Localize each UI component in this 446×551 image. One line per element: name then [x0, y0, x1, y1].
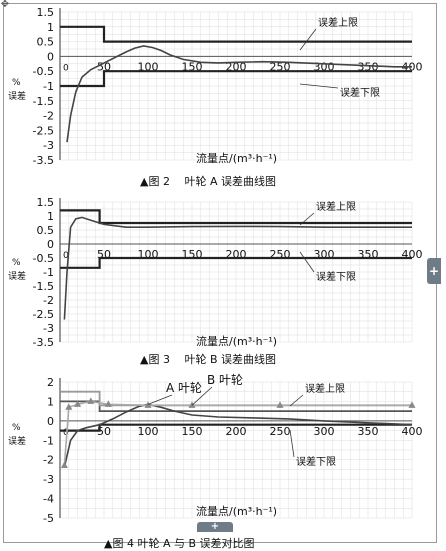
- upper-limit-label: 误差上限: [316, 200, 356, 213]
- x-tick-label: 150: [182, 425, 203, 438]
- x-axis-label: 流量点/(m³·h⁻¹): [196, 334, 277, 348]
- expand-bottom-button[interactable]: +: [197, 522, 233, 532]
- series-line: [66, 45, 412, 143]
- lower-limit-line: [60, 70, 412, 88]
- lower-limit-label: 误差下限: [316, 270, 356, 283]
- series-b-leader: [191, 386, 213, 406]
- y-tick-label: -4: [43, 493, 54, 506]
- y-axis-label: %: [12, 423, 21, 433]
- series-a-label: A 叶轮: [166, 381, 202, 395]
- y-tick-label: -1: [43, 266, 54, 279]
- chart-comparison: 210-1-2-3-4-50 50 100 150 200 250 300 350 400%误差…: [8, 373, 423, 525]
- series-a-leader: [147, 394, 173, 405]
- y-tick-label: -2: [43, 110, 54, 123]
- series-marker: [104, 400, 112, 407]
- x-tick-label: 250: [270, 425, 291, 438]
- x-axis-label: 流量点/(m³·h⁻¹): [196, 504, 277, 518]
- lower-limit-line: [60, 256, 412, 269]
- x-tick-label: 350: [358, 425, 379, 438]
- y-tick-label: 1.5: [37, 196, 55, 209]
- x-tick-label: 200: [226, 425, 247, 438]
- y-axis-label: %: [12, 78, 21, 88]
- series-b-label: B 叶轮: [207, 373, 243, 387]
- y-tick-label: 1: [47, 210, 54, 223]
- y-tick-label: -0.5: [33, 65, 54, 78]
- upper-limit-label: 误差上限: [318, 16, 358, 29]
- y-axis-label: 误差: [8, 90, 26, 102]
- x-tick-label: 400: [402, 425, 423, 438]
- y-axis-label: 误差: [8, 270, 26, 282]
- y-axis-label: %: [12, 258, 21, 268]
- upper-limit-line: [60, 209, 412, 225]
- y-tick-label: -2: [43, 294, 54, 307]
- y-tick-label: -3: [43, 473, 54, 486]
- x-tick-label: 100: [138, 425, 159, 438]
- upper-limit-label: 误差上限: [305, 382, 345, 395]
- y-tick-label: 0.5: [37, 36, 55, 49]
- y-tick-label: -1.5: [33, 95, 54, 108]
- y-tick-label: 2: [47, 376, 54, 389]
- series-marker: [144, 401, 152, 408]
- upper-limit-leader: [289, 394, 304, 407]
- series-marker: [408, 401, 416, 408]
- lower-limit-label: 误差下限: [340, 86, 380, 99]
- y-tick-label: -2.5: [33, 308, 54, 321]
- caption-fig4: ▲图 4 叶轮 A 与 B 误差对比图: [104, 537, 255, 550]
- series-marker: [87, 397, 95, 404]
- y-tick-label: -3: [43, 322, 54, 335]
- series-marker: [60, 461, 68, 469]
- series-marker: [65, 403, 73, 410]
- y-tick-label: -1: [43, 80, 54, 93]
- lower-limit-leader: [299, 251, 315, 273]
- upper-limit-leader: [299, 212, 315, 226]
- series-marker: [276, 401, 284, 408]
- y-tick-label: -1: [43, 434, 54, 447]
- x-tick-label: 0: [63, 428, 69, 438]
- y-tick-label: 1: [47, 21, 54, 34]
- series-marker: [188, 401, 196, 408]
- caption-fig3: ▲图 3 叶轮 B 误差曲线图: [140, 353, 276, 366]
- lower-limit-label: 误差下限: [296, 455, 336, 468]
- y-tick-label: -1.5: [33, 280, 54, 293]
- y-tick-label: -3.5: [33, 336, 54, 349]
- series-marker: [74, 400, 82, 407]
- y-tick-label: -2.5: [33, 124, 54, 137]
- y-tick-label: 0: [47, 415, 54, 428]
- move-handle-icon[interactable]: ✥: [0, 0, 10, 10]
- y-tick-label: -0.5: [33, 252, 54, 265]
- y-tick-label: 0: [47, 238, 54, 251]
- y-tick-label: -2: [43, 454, 54, 467]
- y-tick-label: 1: [47, 395, 54, 408]
- y-tick-label: -3.5: [33, 154, 54, 167]
- expand-side-button[interactable]: +: [427, 258, 441, 284]
- series-line: [63, 216, 412, 320]
- y-axis-label: 误差: [8, 435, 26, 447]
- upper-limit-line-a: [60, 400, 412, 412]
- x-tick-label: 0: [63, 63, 69, 73]
- lower-limit-leader: [289, 429, 295, 458]
- lower-limit-leader: [299, 83, 339, 89]
- y-tick-label: -5: [43, 512, 54, 525]
- upper-limit-line: [60, 25, 412, 43]
- x-tick-label: 0: [63, 251, 69, 261]
- y-tick-label: 0: [47, 50, 54, 63]
- x-axis-label: 流量点/(m³·h⁻¹): [196, 151, 277, 165]
- y-tick-label: 1.5: [37, 6, 55, 19]
- x-tick-label: 300: [314, 425, 335, 438]
- caption-fig2: ▲图 2 叶轮 A 误差曲线图: [140, 175, 276, 188]
- chart-impeller-a: 1.510.50-0.5-1-1.5-2-2.5-3-3.50 50 100 150 2…: [8, 6, 423, 167]
- chart-impeller-b: 1.510.50-0.5-1-1.5-2-2.5-3-3.50 50 100 150 2…: [8, 196, 423, 349]
- y-tick-label: 0.5: [37, 224, 55, 237]
- upper-limit-leader: [299, 28, 317, 51]
- y-tick-label: -3: [43, 139, 54, 152]
